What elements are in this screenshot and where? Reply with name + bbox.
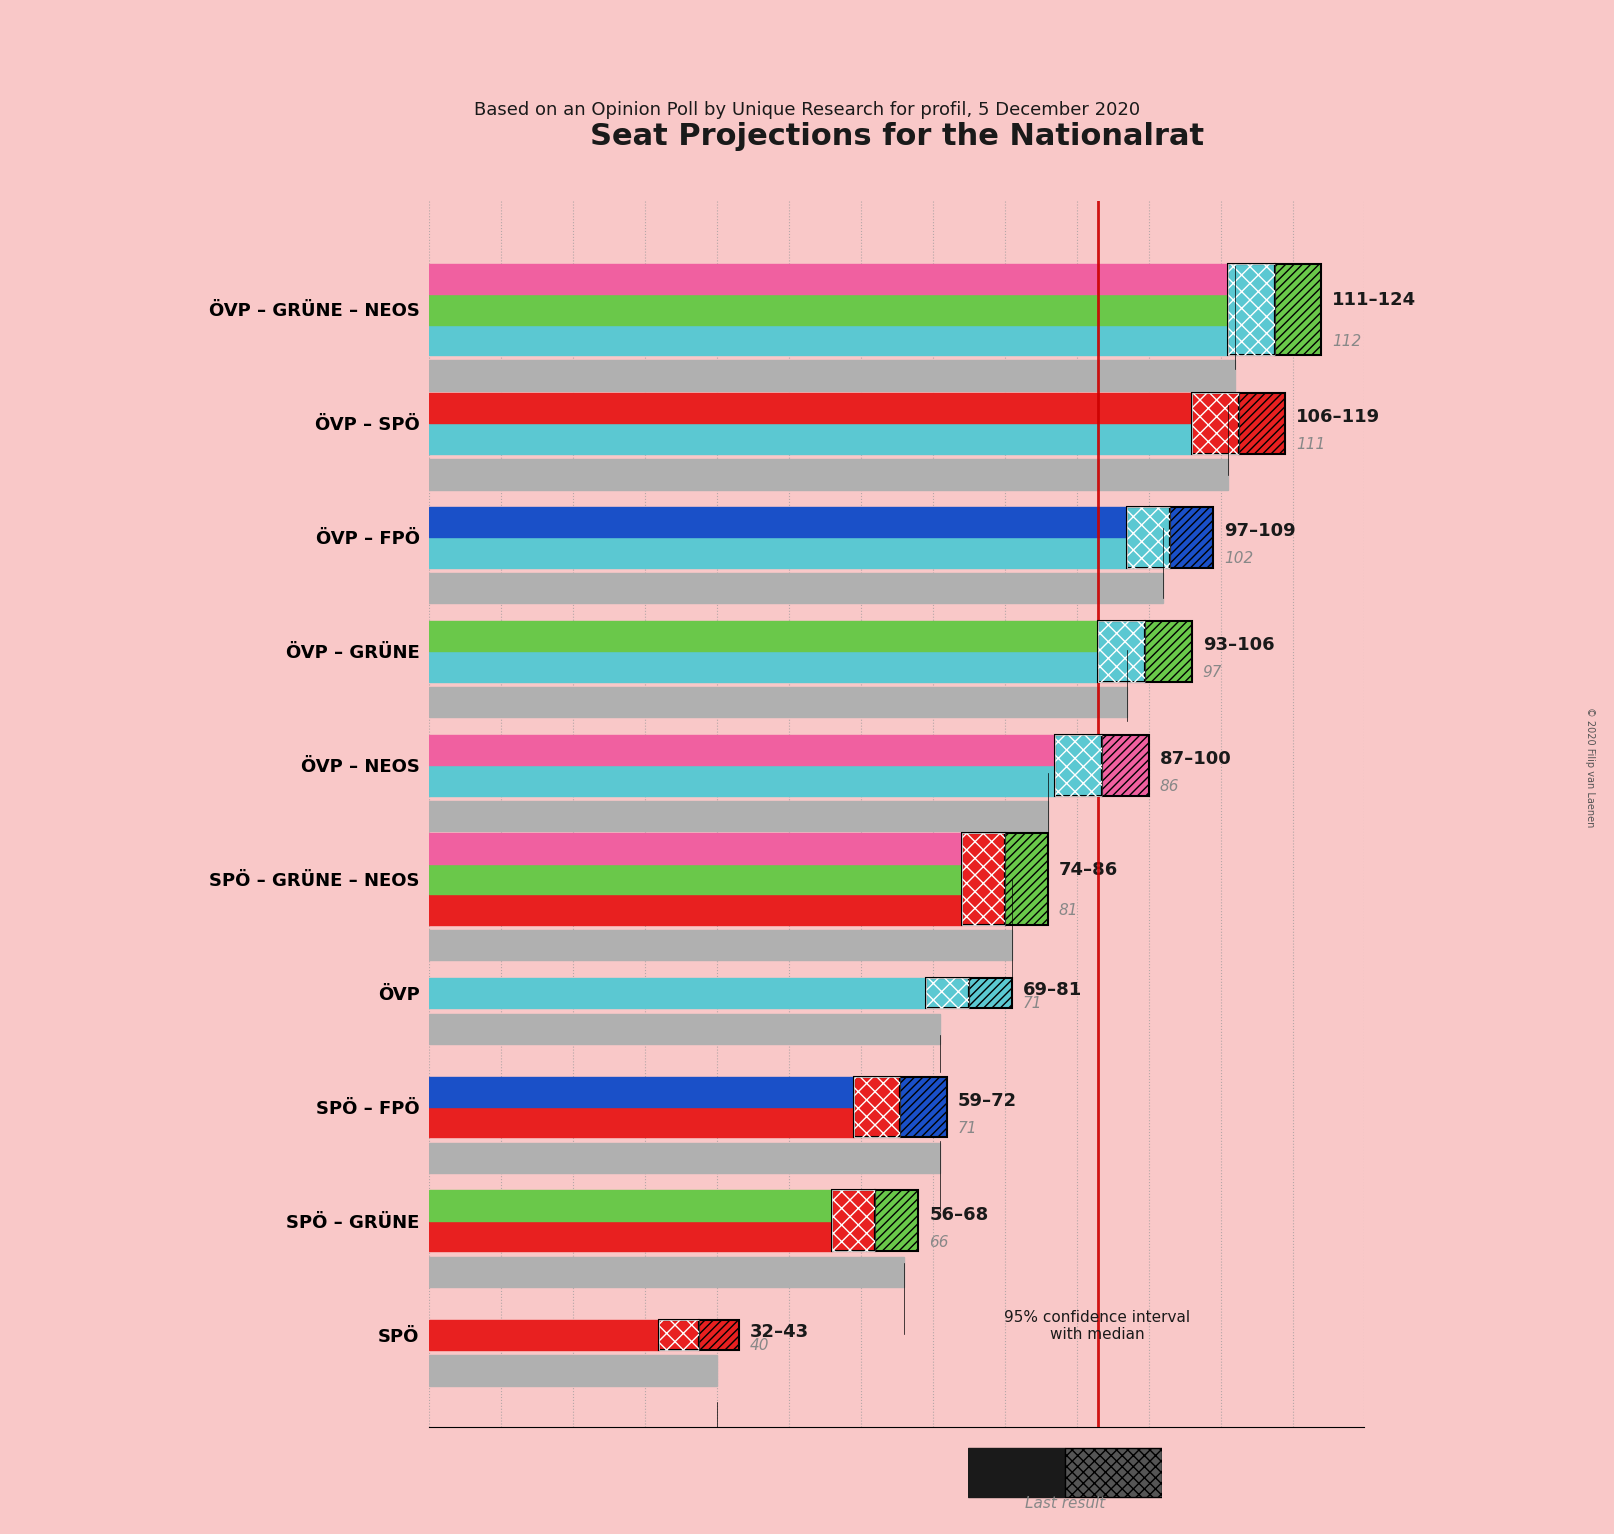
Bar bbox=[1191, 393, 1238, 454]
Bar bbox=[429, 264, 1228, 295]
Bar bbox=[1238, 393, 1285, 454]
Text: 112: 112 bbox=[1332, 334, 1361, 348]
Bar bbox=[429, 930, 1012, 960]
Bar bbox=[1127, 506, 1170, 568]
Bar bbox=[1228, 264, 1275, 354]
Bar bbox=[429, 801, 1047, 831]
Text: 74–86: 74–86 bbox=[1059, 861, 1119, 879]
Bar bbox=[833, 1190, 875, 1252]
Text: 71: 71 bbox=[1023, 996, 1043, 1011]
Bar bbox=[1170, 506, 1214, 568]
Bar bbox=[962, 833, 1006, 925]
Text: © 2020 Filip van Laenen: © 2020 Filip van Laenen bbox=[1585, 707, 1595, 827]
Bar bbox=[429, 295, 1228, 325]
Text: 56–68: 56–68 bbox=[930, 1206, 988, 1224]
Bar bbox=[429, 1356, 717, 1385]
Text: 86: 86 bbox=[1159, 779, 1178, 795]
Bar bbox=[429, 1256, 904, 1287]
Text: 95% confidence interval
with median: 95% confidence interval with median bbox=[1004, 1310, 1191, 1342]
Title: Seat Projections for the Nationalrat: Seat Projections for the Nationalrat bbox=[589, 123, 1204, 152]
Bar bbox=[699, 1319, 739, 1350]
Bar bbox=[1006, 833, 1047, 925]
Bar bbox=[901, 1077, 947, 1137]
Bar bbox=[429, 894, 962, 925]
Bar bbox=[429, 574, 1164, 603]
Bar bbox=[429, 423, 1191, 454]
Text: Last result: Last result bbox=[1025, 1496, 1106, 1511]
Bar bbox=[968, 977, 1012, 1008]
Bar bbox=[429, 652, 1098, 681]
Bar bbox=[1065, 1448, 1162, 1497]
Bar bbox=[429, 1077, 854, 1108]
Bar bbox=[429, 1190, 833, 1221]
Text: 71: 71 bbox=[959, 1121, 978, 1135]
Bar bbox=[1191, 393, 1238, 454]
Text: 87–100: 87–100 bbox=[1159, 750, 1231, 769]
Bar bbox=[1144, 621, 1191, 681]
Bar bbox=[429, 360, 1235, 391]
Bar bbox=[875, 1190, 918, 1252]
Bar bbox=[833, 1190, 875, 1252]
Bar bbox=[1056, 735, 1102, 796]
Text: 40: 40 bbox=[749, 1338, 768, 1353]
Bar bbox=[1006, 833, 1047, 925]
Bar bbox=[429, 537, 1127, 568]
Bar bbox=[429, 621, 1098, 652]
Bar bbox=[1098, 621, 1144, 681]
Text: 111: 111 bbox=[1296, 437, 1325, 453]
Bar bbox=[1170, 506, 1214, 568]
Bar bbox=[1102, 735, 1149, 796]
Text: Based on an Opinion Poll by Unique Research for profil, 5 December 2020: Based on an Opinion Poll by Unique Resea… bbox=[475, 101, 1139, 120]
Bar bbox=[875, 1190, 918, 1252]
Bar bbox=[429, 1014, 939, 1045]
Bar bbox=[1102, 735, 1149, 796]
Bar bbox=[1127, 506, 1170, 568]
Bar bbox=[968, 977, 1012, 1008]
Bar bbox=[1228, 264, 1275, 354]
Text: 59–72: 59–72 bbox=[959, 1092, 1017, 1109]
Bar bbox=[1238, 393, 1285, 454]
Bar bbox=[854, 1077, 901, 1137]
Text: 93–106: 93–106 bbox=[1202, 637, 1275, 653]
Text: 106–119: 106–119 bbox=[1296, 408, 1380, 426]
Bar bbox=[1056, 735, 1102, 796]
Bar bbox=[429, 1221, 833, 1252]
Bar bbox=[968, 1448, 1065, 1497]
Text: 111–124: 111–124 bbox=[1332, 291, 1415, 310]
Bar bbox=[429, 833, 962, 864]
Text: 32–43: 32–43 bbox=[749, 1322, 809, 1341]
Bar bbox=[962, 833, 1006, 925]
Text: 69–81: 69–81 bbox=[1023, 980, 1081, 999]
Text: 81: 81 bbox=[1059, 904, 1078, 919]
Text: 66: 66 bbox=[930, 1235, 949, 1250]
Bar bbox=[854, 1077, 901, 1137]
Text: 97–109: 97–109 bbox=[1223, 522, 1296, 540]
Bar bbox=[429, 864, 962, 894]
Bar bbox=[1275, 264, 1322, 354]
Text: 102: 102 bbox=[1223, 551, 1254, 566]
Bar bbox=[901, 1077, 947, 1137]
Bar bbox=[429, 687, 1127, 718]
Bar bbox=[429, 459, 1228, 489]
Bar bbox=[1275, 264, 1322, 354]
Bar bbox=[926, 977, 968, 1008]
Bar bbox=[429, 325, 1228, 354]
Bar bbox=[429, 1143, 939, 1174]
Bar bbox=[429, 1319, 660, 1350]
Bar bbox=[429, 977, 926, 1008]
Bar bbox=[926, 977, 968, 1008]
Bar bbox=[429, 735, 1056, 765]
Bar bbox=[429, 393, 1191, 423]
Bar bbox=[429, 765, 1056, 796]
Bar bbox=[699, 1319, 739, 1350]
Bar bbox=[660, 1319, 699, 1350]
Bar bbox=[1098, 621, 1144, 681]
Bar bbox=[429, 506, 1127, 537]
Bar bbox=[429, 1108, 854, 1137]
Bar bbox=[660, 1319, 699, 1350]
Text: 97: 97 bbox=[1202, 664, 1222, 680]
Bar bbox=[1144, 621, 1191, 681]
